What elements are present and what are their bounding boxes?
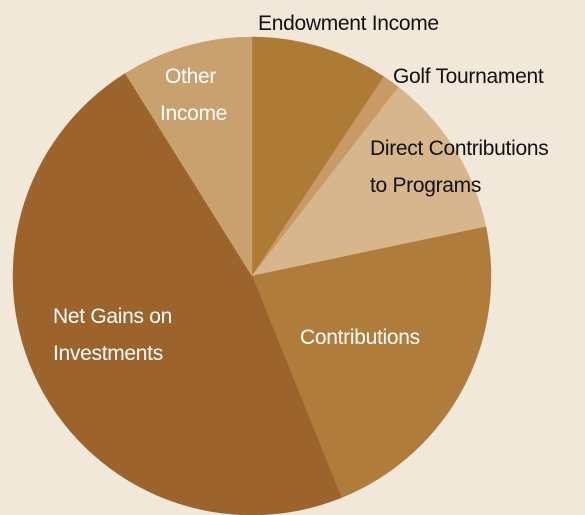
label-contributions: Contributions <box>300 326 420 349</box>
pie-slice-endowment-income <box>251 36 385 277</box>
label-endowment-income: Endowment Income <box>258 12 439 35</box>
label-net-gains-line1: Net Gains on <box>53 305 172 328</box>
pie-labels: Endowment Income Golf Tournament Direct … <box>53 12 549 365</box>
label-direct-contributions-line1: Direct Contributions <box>370 137 548 160</box>
label-direct-contributions-line2: to Programs <box>370 174 481 197</box>
pie-slices <box>12 36 492 515</box>
label-net-gains-line2: Investments <box>53 342 163 365</box>
pie-slice-contributions <box>251 226 492 498</box>
label-other-income-line2: Income <box>160 102 227 125</box>
pie-slice-direct-contributions-to-programs <box>251 86 487 277</box>
label-other-income-line1: Other <box>165 65 216 88</box>
label-golf-tournament: Golf Tournament <box>393 65 544 88</box>
pie-slice-other-income <box>124 36 253 277</box>
